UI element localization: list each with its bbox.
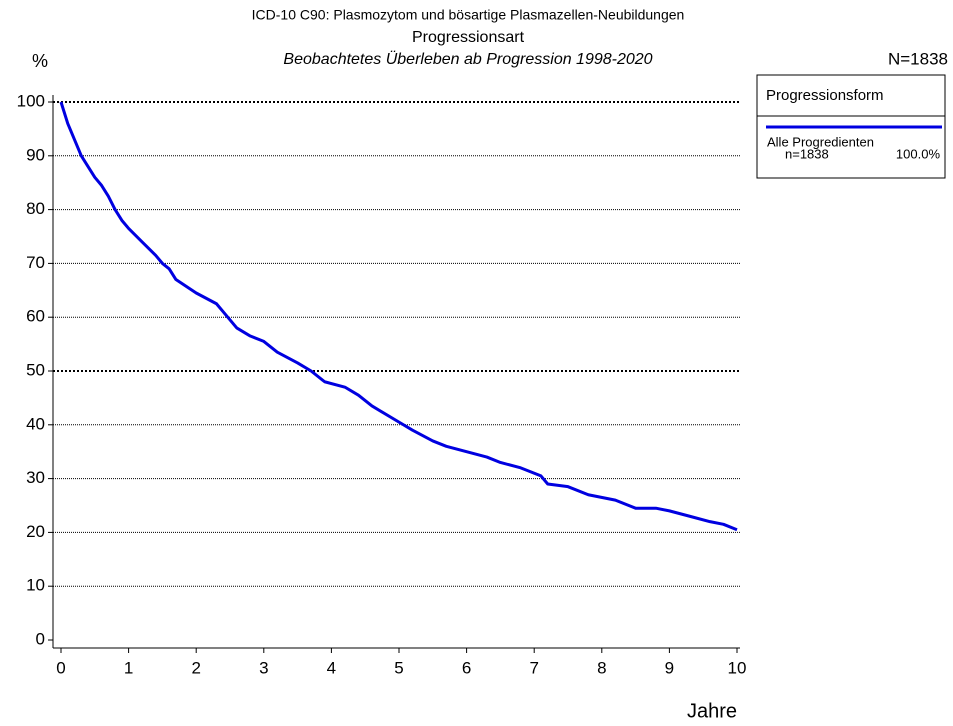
x-tick-label: 4: [327, 658, 336, 677]
x-tick-label: 2: [191, 658, 200, 677]
y-tick-label: 100: [17, 91, 45, 110]
y-tick-label: 50: [26, 360, 45, 379]
chart-title: ICD-10 C90: Plasmozytom und bösartige Pl…: [252, 7, 685, 23]
x-tick-label: 3: [259, 658, 268, 677]
x-tick-label: 6: [462, 658, 471, 677]
x-tick-label: 5: [394, 658, 403, 677]
y-tick-label: 70: [26, 253, 45, 272]
x-tick-label: 9: [665, 658, 674, 677]
y-tick-label: 30: [26, 468, 45, 487]
legend-box: [756, 74, 946, 179]
x-tick-label: 10: [728, 658, 747, 677]
legend-title: Progressionsform: [766, 87, 884, 104]
x-tick-label: 7: [529, 658, 538, 677]
x-tick-label: 8: [597, 658, 606, 677]
x-tick-label: 0: [56, 658, 65, 677]
y-tick-label: 60: [26, 307, 45, 326]
y-tick-label: 10: [26, 576, 45, 595]
legend-n: n=1838: [785, 146, 829, 161]
total-label: N=1838: [888, 49, 948, 68]
x-tick-label: 1: [124, 658, 133, 677]
y-tick-label: 90: [26, 145, 45, 164]
chart-subtitle: Progressionsart: [412, 29, 525, 46]
survival-line: [59, 101, 738, 532]
y-tick-label: 80: [26, 199, 45, 218]
legend-share: 100.0%: [896, 146, 941, 161]
y-tick-label: 40: [26, 414, 45, 433]
legend-label: Alle Progredienten: [767, 134, 874, 149]
chart-subtitle: Beobachtetes Überleben ab Progression 19…: [283, 50, 652, 68]
y-tick-label: 20: [26, 522, 45, 541]
y-tick-label: 0: [36, 629, 45, 648]
y-axis-label: %: [32, 51, 48, 71]
x-axis-label: Jahre: [687, 700, 737, 722]
